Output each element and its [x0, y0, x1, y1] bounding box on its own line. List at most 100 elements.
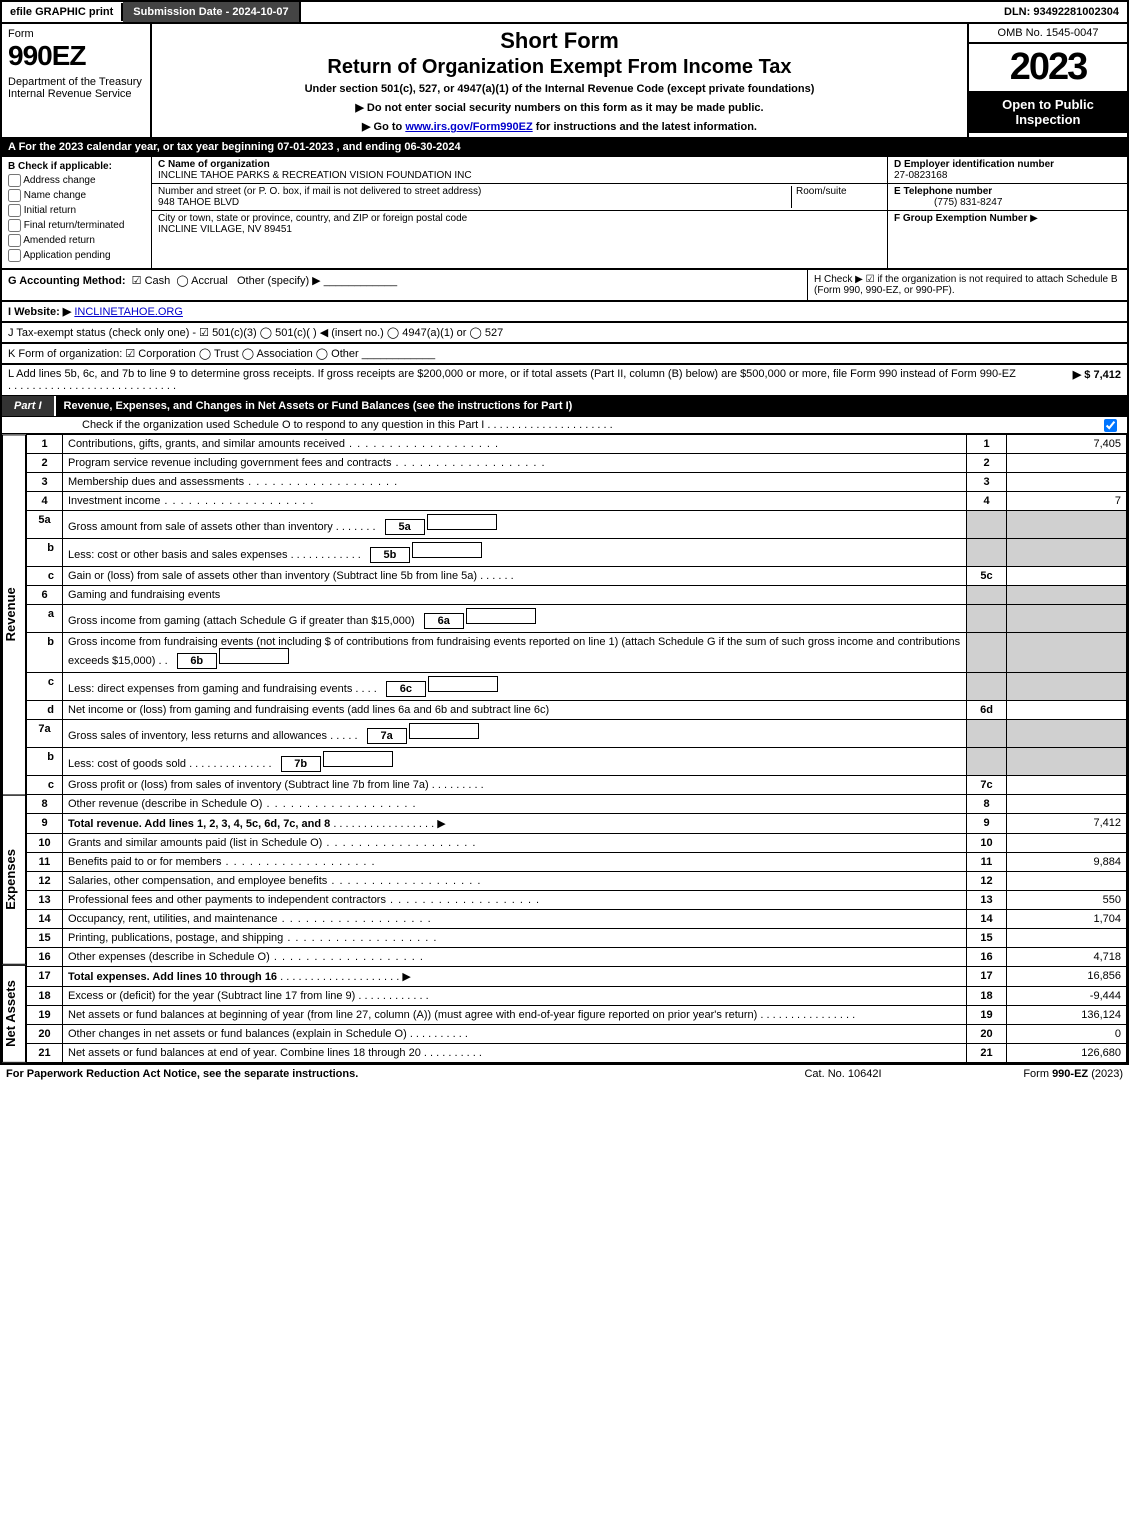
chk-initial-return[interactable]: Initial return: [8, 204, 145, 217]
row-a-tax-year: A For the 2023 calendar year, or tax yea…: [0, 137, 1129, 157]
h-block: H Check ▶ ☑ if the organization is not r…: [807, 270, 1127, 300]
group-exempt-label: F Group Exemption Number: [894, 213, 1027, 224]
row-6b: bGross income from fundraising events (n…: [27, 633, 1127, 673]
instr-ssn: ▶ Do not enter social security numbers o…: [162, 101, 957, 114]
row-7c: cGross profit or (loss) from sales of in…: [27, 776, 1127, 795]
row-1: 1Contributions, gifts, grants, and simil…: [27, 435, 1127, 454]
row-6c: cLess: direct expenses from gaming and f…: [27, 673, 1127, 701]
row-5b: bLess: cost or other basis and sales exp…: [27, 539, 1127, 567]
form-header: Form 990EZ Department of the Treasury In…: [0, 24, 1129, 137]
header-mid: Short Form Return of Organization Exempt…: [152, 24, 967, 137]
gross-receipts-block: L Add lines 5b, 6c, and 7b to line 9 to …: [0, 364, 1129, 396]
dept-label: Department of the Treasury Internal Reve…: [8, 76, 144, 100]
chk-final-return[interactable]: Final return/terminated: [8, 219, 145, 232]
section-labels-col: Revenue Expenses Net Assets: [2, 434, 26, 1063]
k-text: K Form of organization: ☑ Corporation ◯ …: [8, 348, 359, 360]
group-exempt-arrow: ▶: [1030, 213, 1038, 224]
row-11: 11Benefits paid to or for members119,884: [27, 853, 1127, 872]
efile-print-label[interactable]: efile GRAPHIC print: [2, 3, 123, 21]
part1-check-line: Check if the organization used Schedule …: [0, 417, 1129, 434]
part1-check-box[interactable]: [1104, 419, 1117, 432]
form-word: Form: [8, 28, 144, 40]
ein-value: 27-0823168: [894, 170, 947, 181]
chk-application-pending[interactable]: Application pending: [8, 249, 145, 262]
room-suite-label: Room/suite: [796, 186, 847, 197]
row-18: 18Excess or (deficit) for the year (Subt…: [27, 987, 1127, 1006]
g-cash[interactable]: Cash: [145, 275, 171, 287]
header-left: Form 990EZ Department of the Treasury In…: [2, 24, 152, 137]
footer-form: Form 990-EZ (2023): [943, 1068, 1123, 1080]
g-label: G Accounting Method:: [8, 275, 126, 287]
row-12: 12Salaries, other compensation, and empl…: [27, 872, 1127, 891]
short-form-title: Short Form: [162, 28, 957, 54]
form-number: 990EZ: [8, 40, 144, 72]
form-subtitle: Under section 501(c), 527, or 4947(a)(1)…: [162, 83, 957, 95]
website-link[interactable]: INCLINETAHOE.ORG: [74, 306, 183, 318]
omb-number: OMB No. 1545-0047: [969, 24, 1127, 44]
row-4: 4Investment income47: [27, 492, 1127, 511]
g-accrual[interactable]: Accrual: [191, 275, 228, 287]
form-of-org: K Form of organization: ☑ Corporation ◯ …: [0, 343, 1129, 364]
row-9: 9Total revenue. Add lines 1, 2, 3, 4, 5c…: [27, 814, 1127, 834]
row-13: 13Professional fees and other payments t…: [27, 891, 1127, 910]
top-bar: efile GRAPHIC print Submission Date - 20…: [0, 0, 1129, 24]
row-17: 17Total expenses. Add lines 10 through 1…: [27, 967, 1127, 987]
row-7b: bLess: cost of goods sold . . . . . . . …: [27, 748, 1127, 776]
row-20: 20Other changes in net assets or fund ba…: [27, 1025, 1127, 1044]
ein-block: D Employer identification number 27-0823…: [888, 157, 1127, 184]
chk-application-pending-label: Application pending: [23, 250, 110, 261]
instr-goto-post: for instructions and the latest informat…: [533, 121, 757, 133]
row-15: 15Printing, publications, postage, and s…: [27, 929, 1127, 948]
city-label: City or town, state or province, country…: [158, 213, 467, 224]
org-name-block: C Name of organization INCLINE TAHOE PAR…: [152, 157, 887, 184]
street-block: Number and street (or P. O. box, if mail…: [152, 184, 887, 211]
part1-grid: 1Contributions, gifts, grants, and simil…: [26, 434, 1127, 1063]
chk-initial-return-label: Initial return: [24, 205, 76, 216]
dln-label: DLN: 93492281002304: [996, 3, 1127, 21]
g-other[interactable]: Other (specify) ▶: [237, 275, 321, 287]
chk-address-change[interactable]: Address change: [8, 174, 145, 187]
row-14: 14Occupancy, rent, utilities, and mainte…: [27, 910, 1127, 929]
submission-date-button[interactable]: Submission Date - 2024-10-07: [123, 2, 300, 22]
instr-goto-pre: ▶ Go to: [362, 121, 405, 133]
row-5c: cGain or (loss) from sale of assets othe…: [27, 567, 1127, 586]
org-name-label: C Name of organization: [158, 159, 270, 170]
website-block: I Website: ▶ INCLINETAHOE.ORG: [0, 301, 1129, 322]
l-text: L Add lines 5b, 6c, and 7b to line 9 to …: [8, 368, 1021, 392]
accounting-method-block: G Accounting Method: ☑ Cash ◯ Accrual Ot…: [2, 270, 807, 300]
row-2: 2Program service revenue including gover…: [27, 454, 1127, 473]
j-text: J Tax-exempt status (check only one) - ☑…: [8, 327, 503, 339]
section-expenses-label: Expenses: [2, 795, 26, 965]
part1-check-text: Check if the organization used Schedule …: [82, 419, 484, 431]
part1-title: Revenue, Expenses, and Changes in Net As…: [56, 396, 581, 416]
tax-exempt-status: J Tax-exempt status (check only one) - ☑…: [0, 322, 1129, 343]
tax-year: 2023: [969, 44, 1127, 91]
part1-grid-wrap: Revenue Expenses Net Assets 1Contributio…: [0, 434, 1129, 1064]
row-7a: 7aGross sales of inventory, less returns…: [27, 720, 1127, 748]
phone-value: (775) 831-8247: [894, 197, 1002, 208]
h-text: H Check ▶ ☑ if the organization is not r…: [814, 274, 1118, 296]
row-5a: 5aGross amount from sale of assets other…: [27, 511, 1127, 539]
col-b-checkboxes: B Check if applicable: Address change Na…: [2, 157, 152, 268]
chk-address-change-label: Address change: [23, 175, 95, 186]
section-revenue-label: Revenue: [2, 434, 26, 795]
org-name-value: INCLINE TAHOE PARKS & RECREATION VISION …: [158, 170, 472, 181]
instr-goto: ▶ Go to www.irs.gov/Form990EZ for instru…: [162, 120, 957, 133]
chk-amended-return[interactable]: Amended return: [8, 234, 145, 247]
row-19: 19Net assets or fund balances at beginni…: [27, 1006, 1127, 1025]
page-footer: For Paperwork Reduction Act Notice, see …: [0, 1064, 1129, 1083]
irs-link[interactable]: www.irs.gov/Form990EZ: [405, 121, 532, 133]
part1-tab: Part I: [2, 396, 56, 416]
col-b-header: B Check if applicable:: [8, 161, 145, 172]
ein-label: D Employer identification number: [894, 159, 1054, 170]
row-21: 21Net assets or fund balances at end of …: [27, 1044, 1127, 1063]
row-16: 16Other expenses (describe in Schedule O…: [27, 948, 1127, 967]
part1-bar: Part I Revenue, Expenses, and Changes in…: [0, 396, 1129, 417]
chk-name-change[interactable]: Name change: [8, 189, 145, 202]
bcde-block: B Check if applicable: Address change Na…: [0, 157, 1129, 269]
phone-block: E Telephone number (775) 831-8247: [888, 184, 1127, 211]
street-label: Number and street (or P. O. box, if mail…: [158, 186, 481, 197]
row-a-text: A For the 2023 calendar year, or tax yea…: [8, 141, 461, 153]
chk-name-change-label: Name change: [24, 190, 86, 201]
row-10: 10Grants and similar amounts paid (list …: [27, 834, 1127, 853]
